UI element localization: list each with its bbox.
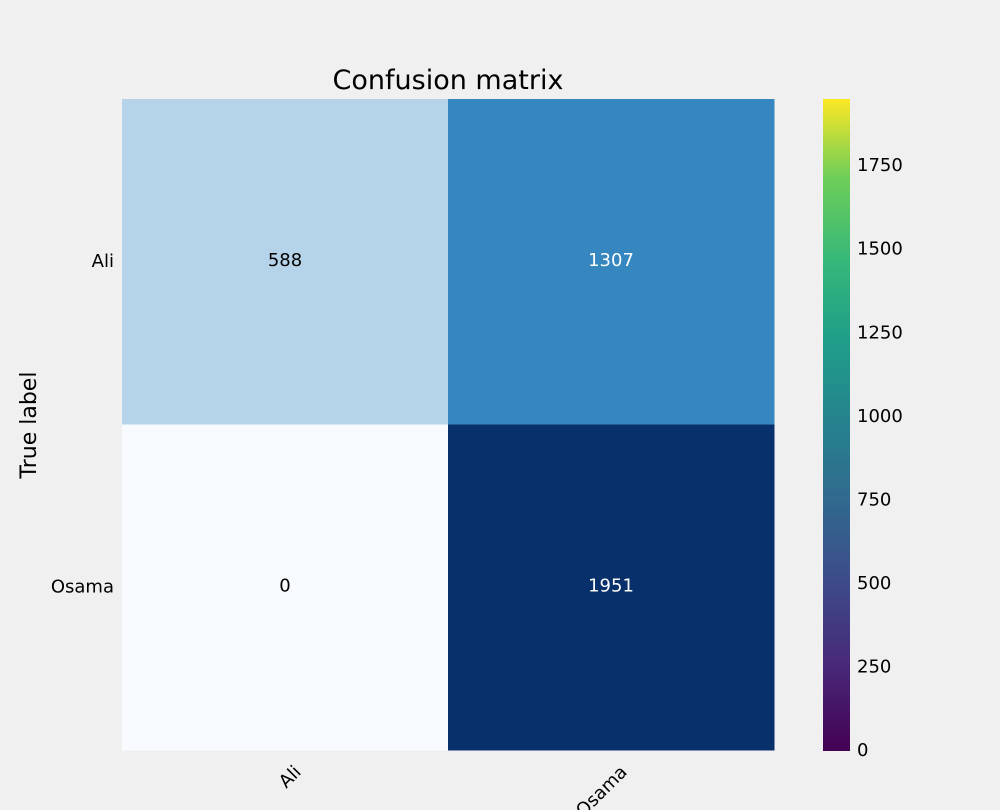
cell-value-label: 0 — [279, 575, 290, 596]
colorbar-tick-label: 1250 — [857, 322, 903, 343]
cell-value-label: 1951 — [588, 575, 634, 596]
matrix-cells — [122, 99, 775, 751]
cell-value-label: 588 — [268, 250, 302, 271]
column-tick-label: Osama — [572, 762, 631, 810]
colorbar-tick-label: 1500 — [857, 239, 903, 260]
chart-title: Confusion matrix — [333, 65, 564, 96]
colorbar-tick-label: 750 — [857, 489, 891, 510]
colorbar-tick-label: 1000 — [857, 406, 903, 427]
colorbar-tick-label: 500 — [857, 573, 891, 594]
colorbar-tick-label: 1750 — [857, 155, 903, 176]
row-tick-label: Osama — [51, 576, 114, 597]
colorbar-tick-labels: 0 250 500 750 1000 1250 1500 1750 — [857, 155, 903, 761]
colorbar — [823, 99, 850, 751]
colorbar-tick-label: 0 — [857, 740, 868, 761]
matrix-cell — [448, 424, 775, 751]
matrix-cell — [122, 99, 449, 425]
row-tick-label: Ali — [92, 251, 114, 272]
row-tick-labels: Ali Osama — [51, 251, 114, 598]
y-axis-label: True label — [17, 372, 42, 480]
colorbar-tick-label: 250 — [857, 656, 891, 677]
column-tick-label: Ali — [275, 762, 306, 793]
matrix-cell — [122, 424, 449, 751]
column-tick-labels: Ali Osama — [275, 762, 632, 810]
matrix-cell — [448, 99, 775, 425]
cell-value-label: 1307 — [588, 250, 634, 271]
matrix-cell-labels: 588 1307 0 1951 — [268, 250, 634, 597]
